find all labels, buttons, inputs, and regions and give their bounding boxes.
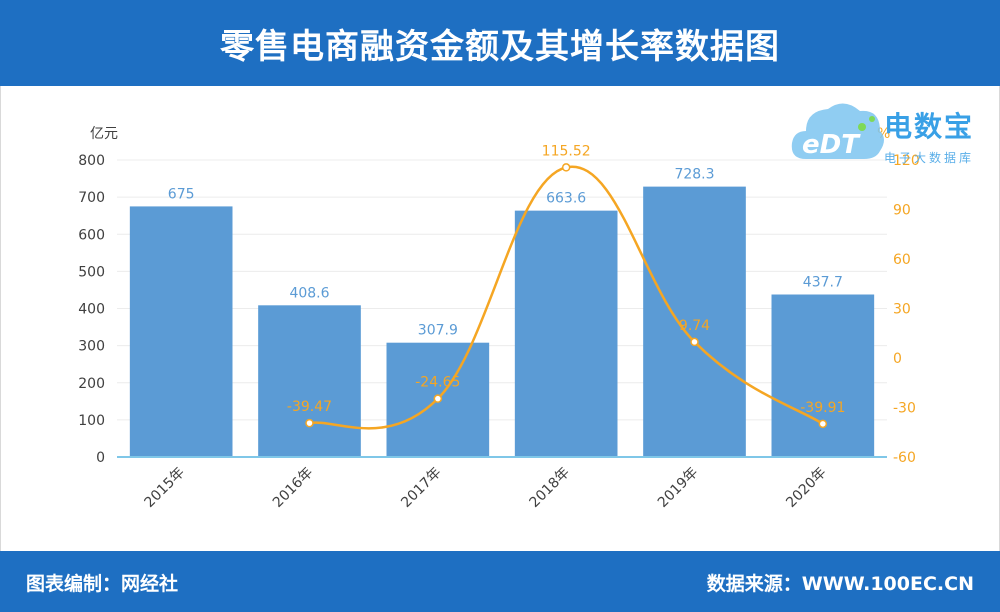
x-tick-label: 2018年 <box>527 465 573 511</box>
watermark-logo-text: eDT <box>802 130 861 160</box>
y-left-tick-label: 0 <box>96 450 105 466</box>
y-left-tick-label: 400 <box>78 302 105 318</box>
y-left-tick-label: 500 <box>78 264 105 280</box>
combo-chart: 0 100 200 300 400 500 600 700 800 亿元 -60 -30 0 30 60 90… <box>78 126 920 511</box>
y-right-tick-label: 60 <box>893 252 911 268</box>
y-left-tick-label: 300 <box>78 339 105 355</box>
bar <box>771 294 875 457</box>
y-right-tick-label: -60 <box>893 450 916 466</box>
y-left-axis-label: 亿元 <box>90 126 118 142</box>
x-tick-label: 2015年 <box>142 465 188 511</box>
growth-rate-label: 9.74 <box>679 318 710 334</box>
growth-rate-label: 115.52 <box>542 143 591 159</box>
bar <box>514 210 618 457</box>
bar-value-label: 408.6 <box>289 285 329 301</box>
y-left-tick-label: 700 <box>78 190 105 206</box>
growth-rate-label: -39.91 <box>800 400 845 416</box>
bar <box>258 305 361 457</box>
y-right-tick-label: 90 <box>893 203 911 219</box>
x-tick-label: 2017年 <box>398 465 444 511</box>
footer-credit: 图表编制：网经社 <box>26 573 179 595</box>
growth-rate-label: -24.65 <box>415 375 460 391</box>
y-right-tick-label: -30 <box>893 401 916 417</box>
watermark-subtitle: 电子大数据库 <box>884 151 975 165</box>
growth-rate-point <box>305 418 314 428</box>
page-title: 零售电商融资金额及其增长率数据图 <box>0 0 1000 86</box>
bar-value-label: 728.3 <box>674 167 714 183</box>
bar <box>129 206 233 457</box>
watermark-brand: 电数宝 <box>884 110 975 143</box>
y-left-tick-label: 800 <box>78 153 105 169</box>
growth-rate-point <box>433 394 443 403</box>
y-left-tick-label: 200 <box>78 376 105 392</box>
y-right-tick-label: 120 <box>893 153 920 169</box>
cloud-icon: eDT <box>791 103 884 160</box>
x-tick-label: 2016年 <box>270 465 316 511</box>
y-left-tick-label: 100 <box>78 413 105 429</box>
growth-rate-label: -39.47 <box>287 399 332 415</box>
growth-rate-point <box>818 419 828 429</box>
footer-bar: 图表编制：网经社 数据来源：WWW.100EC.CN <box>0 551 1000 612</box>
bar-value-label: 675 <box>168 186 195 202</box>
x-tick-label: 2019年 <box>655 465 701 511</box>
chart-area: 0 100 200 300 400 500 600 700 800 亿元 -60 -30 0 30 60 90… <box>0 86 1000 551</box>
bar-value-label: 437.7 <box>803 275 843 291</box>
footer-source: 数据来源：WWW.100EC.CN <box>706 573 974 595</box>
bar-value-label: 663.6 <box>546 191 586 207</box>
y-right-tick-label: 0 <box>893 351 902 367</box>
watermark-logo: eDT 电数宝 电子大数据库 <box>788 93 988 173</box>
growth-rate-point <box>690 337 699 347</box>
bar-value-label: 307.9 <box>418 323 458 339</box>
growth-rate-point <box>561 163 571 172</box>
bar <box>643 186 746 457</box>
y-right-tick-label: 30 <box>893 302 911 318</box>
x-tick-label: 2020年 <box>783 465 829 511</box>
y-left-tick-label: 600 <box>78 227 105 243</box>
